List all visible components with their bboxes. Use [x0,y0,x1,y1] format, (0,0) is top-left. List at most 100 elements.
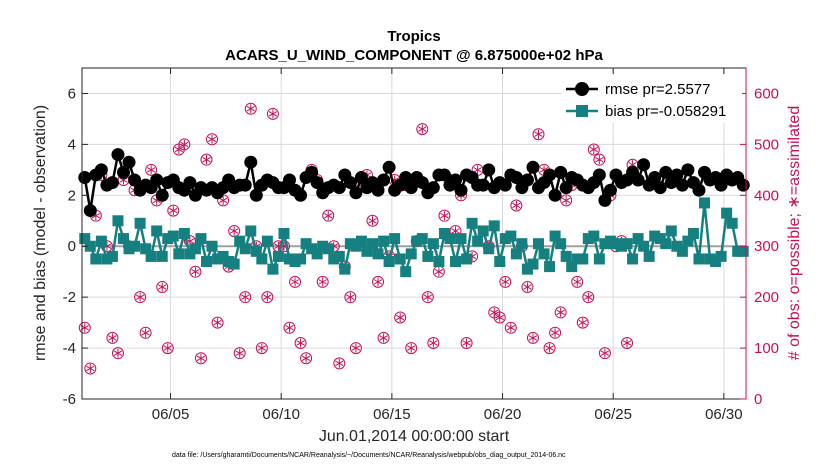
legend-box [562,75,742,123]
bias-point-76 [499,233,511,245]
rmse-point-0 [78,170,92,184]
bias-point-32 [256,253,268,265]
legend-rmse-label: rmse pr=2.5577 [605,81,710,98]
bias-point-117 [726,217,738,229]
bias-point-104 [654,233,666,245]
obs-point-29 [239,291,252,304]
rmse-point-3 [94,163,108,177]
bias-point-50 [355,235,367,247]
bias-point-109 [682,235,694,247]
bias-point-16 [167,230,179,242]
bias-point-81 [527,258,539,270]
bias-point-102 [643,250,655,262]
obs-point-37 [283,321,296,334]
data-file-footnote: data file: /Users/gharamti/Documents/NCA… [172,452,566,459]
bias-point-51 [361,245,373,257]
bias-point-100 [632,233,644,245]
bias-point-2 [90,253,102,265]
bias-point-29 [239,243,251,255]
rmse-point-72 [476,178,490,192]
left-axis-label: rmse and bias (model - observation) [32,105,49,361]
bias-point-64 [433,256,445,268]
bias-point-25 [217,250,229,262]
bias-point-12 [145,250,157,262]
y-left-tick-label-2: -2 [63,289,76,306]
bias-point-61 [416,233,428,245]
obs-point-62 [421,291,434,304]
obs-point-21 [194,352,207,365]
obs-point-48 [344,291,357,304]
bias-point-17 [173,248,185,260]
x-tick-label-0: 06/05 [152,406,190,423]
bias-point-27 [228,258,240,270]
right-axis-label: # of obs: o=possible; ∗=assimilated [786,106,803,360]
obs-point-12 [145,163,158,176]
obs-point-93 [593,153,606,166]
rmse-point-13 [150,173,164,187]
bias-point-93 [593,253,605,265]
obs-point-57 [394,311,407,324]
rmse-point-85 [548,188,562,202]
rmse-point-53 [371,183,385,197]
obs-point-65 [438,209,451,222]
obs-point-87 [560,194,573,207]
bias-series [79,197,749,278]
rmse-point-58 [399,170,413,184]
obs-point-1 [84,362,97,375]
rmse-point-68 [454,183,468,197]
rmse-point-39 [294,188,308,202]
obs-point-40 [300,352,313,365]
bias-point-48 [344,238,356,250]
rmse-point-73 [482,163,496,177]
bias-point-69 [461,253,473,265]
obs-point-91 [582,291,595,304]
obs-point-94 [598,347,611,360]
bias-point-68 [455,233,467,245]
rmse-series [78,148,750,218]
bias-point-65 [438,228,450,239]
bias-point-35 [272,250,284,262]
bias-point-14 [156,250,168,262]
obs-point-77 [504,321,517,334]
obs-point-10 [134,291,147,304]
obs-point-20 [189,265,202,278]
obs-point-24 [211,316,224,329]
obs-point-49 [349,342,362,355]
bias-point-92 [588,230,600,242]
y-right-tick-label-1: 100 [754,340,779,357]
rmse-point-105 [659,165,673,179]
rmse-point-115 [714,178,728,192]
bias-point-57 [394,253,406,265]
rmse-point-14 [155,188,169,202]
bias-point-62 [422,250,434,262]
bias-point-86 [555,238,567,250]
bias-point-52 [367,238,378,250]
y-left-tick-label-5: 4 [68,136,76,153]
bias-point-41 [306,243,318,255]
rmse-point-103 [648,170,662,184]
bias-point-19 [184,248,196,260]
bias-point-101 [638,240,650,252]
bias-point-70 [466,217,478,229]
obs-point-82 [532,128,545,141]
legend-bias-label: bias pr=-0.058291 [605,103,726,120]
bias-point-42 [311,248,323,260]
y-left-tick-label-4: 2 [68,187,76,204]
bias-point-34 [267,263,279,275]
obs-count-markers [78,102,639,375]
obs-point-18 [178,138,191,151]
obs-point-44 [322,209,335,222]
rmse-point-9 [128,173,142,187]
bias-point-53 [372,248,384,260]
bias-point-99 [627,253,639,265]
bias-point-59 [405,248,417,260]
bias-point-36 [278,228,290,239]
bias-point-66 [444,233,456,245]
bias-point-15 [162,233,174,245]
obs-point-38 [289,275,302,288]
bias-point-33 [261,235,273,247]
obs-point-98 [621,336,634,349]
obs-point-71 [471,163,484,176]
rmse-point-65 [437,168,451,182]
y-left-tick-label-6: 6 [68,85,76,102]
